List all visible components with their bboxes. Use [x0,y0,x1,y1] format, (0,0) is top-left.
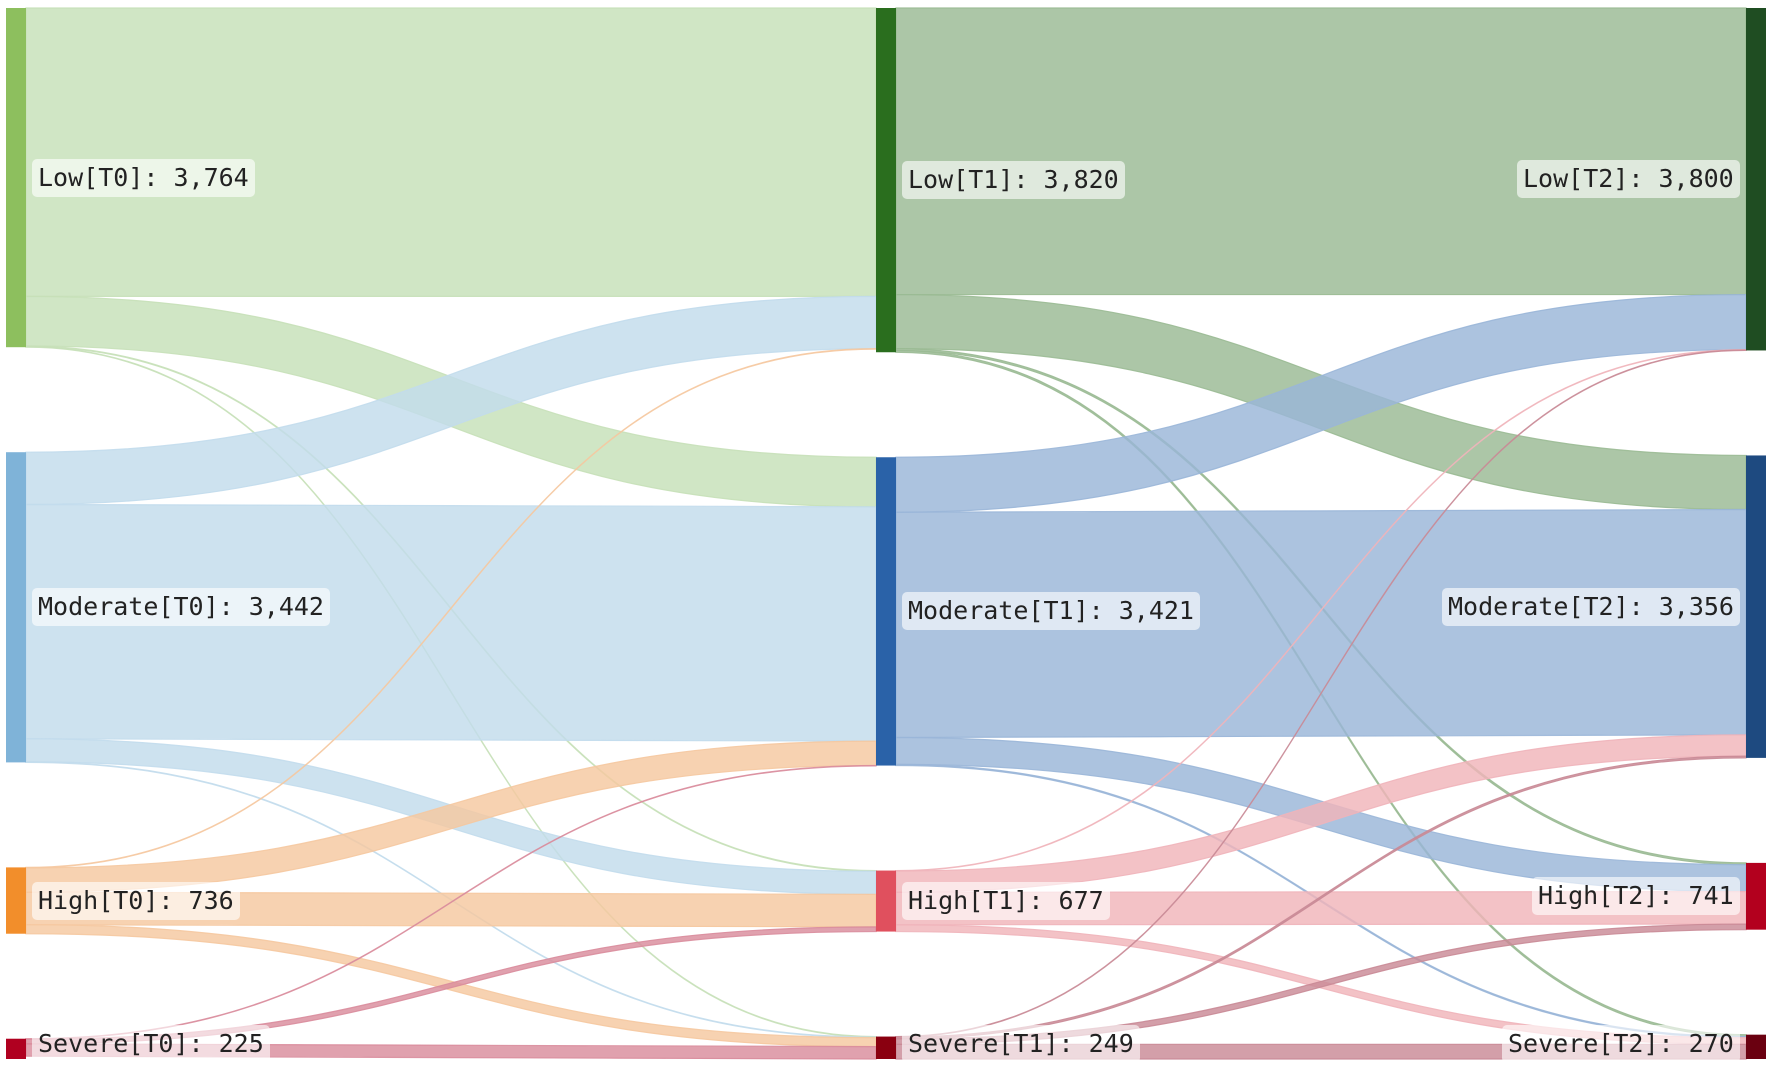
node-high_t2 [1746,862,1766,930]
node-label-low_t0: Low[T0]: 3,764 [32,158,255,197]
node-label-low_t1: Low[T1]: 3,820 [902,161,1125,200]
node-mod_t1 [876,457,896,766]
node-label-mod_t2: Moderate[T2]: 3,356 [1442,587,1740,626]
node-low_t0 [6,8,26,348]
node-label-high_t1: High[T1]: 677 [902,882,1110,921]
node-label-mod_t1: Moderate[T1]: 3,421 [902,592,1200,631]
node-mod_t2 [1746,455,1766,758]
node-label-sev_t0: Severe[T0]: 225 [32,1025,270,1063]
node-label-high_t0: High[T0]: 736 [32,881,240,920]
node-sev_t1 [876,1036,896,1059]
node-label-sev_t2: Severe[T2]: 270 [1502,1025,1740,1063]
node-label-mod_t0: Moderate[T0]: 3,442 [32,588,330,627]
node-low_t2 [1746,8,1766,351]
links-layer [25,7,1747,1060]
node-high_t1 [876,870,896,932]
node-label-sev_t1: Severe[T1]: 249 [902,1025,1140,1063]
node-label-high_t2: High[T2]: 741 [1532,877,1740,916]
node-low_t1 [876,8,896,353]
nodes-layer [6,8,1766,1059]
flow-sev_t1-to-mod_t2 [895,755,1747,1040]
node-sev_t2 [1746,1034,1766,1059]
node-sev_t0 [6,1038,26,1059]
flow-low_t0-to-low_t1 [25,7,877,297]
node-label-low_t2: Low[T2]: 3,800 [1517,160,1740,199]
node-high_t0 [6,867,26,934]
flow-sev_t0-to-mod_t1 [25,764,877,1040]
node-mod_t0 [6,452,26,763]
flow-low_t1-to-low_t2 [895,7,1747,296]
flow-sev_t1-to-high_t2 [895,923,1747,1046]
